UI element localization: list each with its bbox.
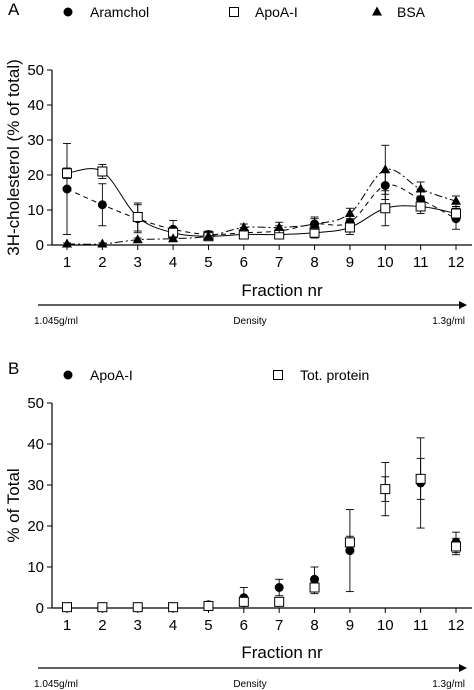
x-tick-label: 5 [204, 254, 212, 271]
density-right-label: 1.3g/ml [432, 679, 465, 690]
panel-letter: A [8, 0, 20, 19]
x-tick-label: 6 [240, 254, 248, 271]
data-point [238, 596, 249, 607]
y-tick-label: 20 [27, 518, 44, 535]
data-point [415, 201, 426, 212]
y-axis-title: % of Total [4, 468, 23, 542]
legend-marker [273, 370, 283, 380]
y-tick-label: 50 [27, 62, 44, 79]
x-tick-label: 10 [377, 254, 394, 271]
x-tick-label: 1 [63, 254, 71, 271]
x-tick-label: 4 [169, 254, 177, 271]
x-tick-label: 6 [240, 617, 248, 634]
y-tick-label: 20 [27, 167, 44, 184]
x-tick-label: 7 [275, 617, 283, 634]
data-point [451, 195, 461, 205]
density-center-label: Density [233, 679, 266, 690]
data-point [62, 602, 72, 613]
data-point [451, 541, 461, 552]
y-tick-label: 0 [36, 600, 44, 617]
data-point [97, 200, 107, 210]
y-tick-label: 0 [36, 237, 44, 254]
series-line [66, 168, 457, 245]
legend-label: ApoA-I [255, 4, 298, 20]
x-tick-label: 7 [275, 254, 283, 271]
data-point [309, 582, 320, 593]
panel-letter: B [8, 359, 19, 378]
y-tick-label: 50 [27, 395, 44, 412]
x-tick-label: 3 [134, 254, 142, 271]
data-point [168, 602, 179, 613]
data-point [203, 230, 214, 240]
x-tick-label: 11 [413, 617, 429, 634]
legend-label: BSA [397, 4, 426, 20]
x-tick-label: 3 [134, 617, 142, 634]
data-point [344, 208, 355, 217]
x-tick-label: 12 [448, 254, 465, 271]
y-tick-label: 30 [27, 132, 44, 149]
data-point [344, 222, 355, 233]
legend-marker [372, 6, 382, 16]
legend-label: ApoA-I [90, 367, 133, 383]
legend-marker [63, 7, 73, 17]
data-point [451, 208, 461, 219]
density-left-label: 1.045g/ml [34, 316, 78, 327]
x-tick-label: 9 [346, 254, 354, 271]
y-axis-title: 3H-cholesterol (% of total) [4, 59, 23, 256]
legend-marker [229, 7, 239, 17]
x-tick-label: 4 [169, 617, 177, 634]
data-point [380, 484, 391, 495]
data-point [415, 183, 426, 193]
data-point [168, 233, 179, 243]
data-point [309, 218, 320, 228]
data-point [274, 222, 285, 231]
x-tick-label: 10 [377, 617, 394, 634]
x-tick-label: 8 [310, 617, 318, 634]
data-point [97, 602, 108, 613]
data-point [62, 238, 72, 248]
legend-label: Tot. protein [300, 367, 369, 383]
data-point [415, 473, 426, 484]
data-point [380, 203, 391, 214]
x-tick-label: 2 [98, 254, 106, 271]
x-tick-label: 11 [413, 254, 429, 271]
x-tick-label: 9 [346, 617, 354, 634]
data-point [132, 602, 143, 613]
series-line [66, 168, 457, 237]
legend-label: Aramchol [90, 4, 149, 20]
data-point [344, 537, 355, 548]
legend-marker [63, 370, 73, 380]
data-point [132, 234, 143, 244]
data-point [274, 596, 285, 607]
y-tick-label: 40 [27, 436, 44, 453]
x-tick-label: 12 [448, 617, 465, 634]
x-axis-title: Fraction nr [241, 281, 323, 300]
data-point [97, 166, 108, 177]
x-tick-label: 2 [98, 617, 106, 634]
x-tick-label: 1 [63, 617, 71, 634]
y-tick-label: 40 [27, 97, 44, 114]
x-axis-title: Fraction nr [241, 643, 323, 662]
data-point [132, 212, 143, 222]
density-left-label: 1.045g/ml [34, 679, 78, 690]
density-center-label: Density [233, 316, 266, 327]
density-right-label: 1.3g/ml [432, 316, 465, 327]
data-point [62, 168, 72, 179]
data-point [380, 164, 391, 174]
x-tick-label: 5 [204, 617, 212, 634]
data-point [238, 222, 249, 231]
data-point [274, 583, 284, 592]
x-tick-label: 8 [310, 254, 318, 271]
y-tick-label: 10 [27, 202, 44, 219]
data-point [62, 184, 72, 194]
data-point [203, 600, 214, 611]
data-point [97, 238, 108, 248]
y-tick-label: 10 [27, 559, 44, 576]
y-tick-label: 30 [27, 477, 44, 494]
